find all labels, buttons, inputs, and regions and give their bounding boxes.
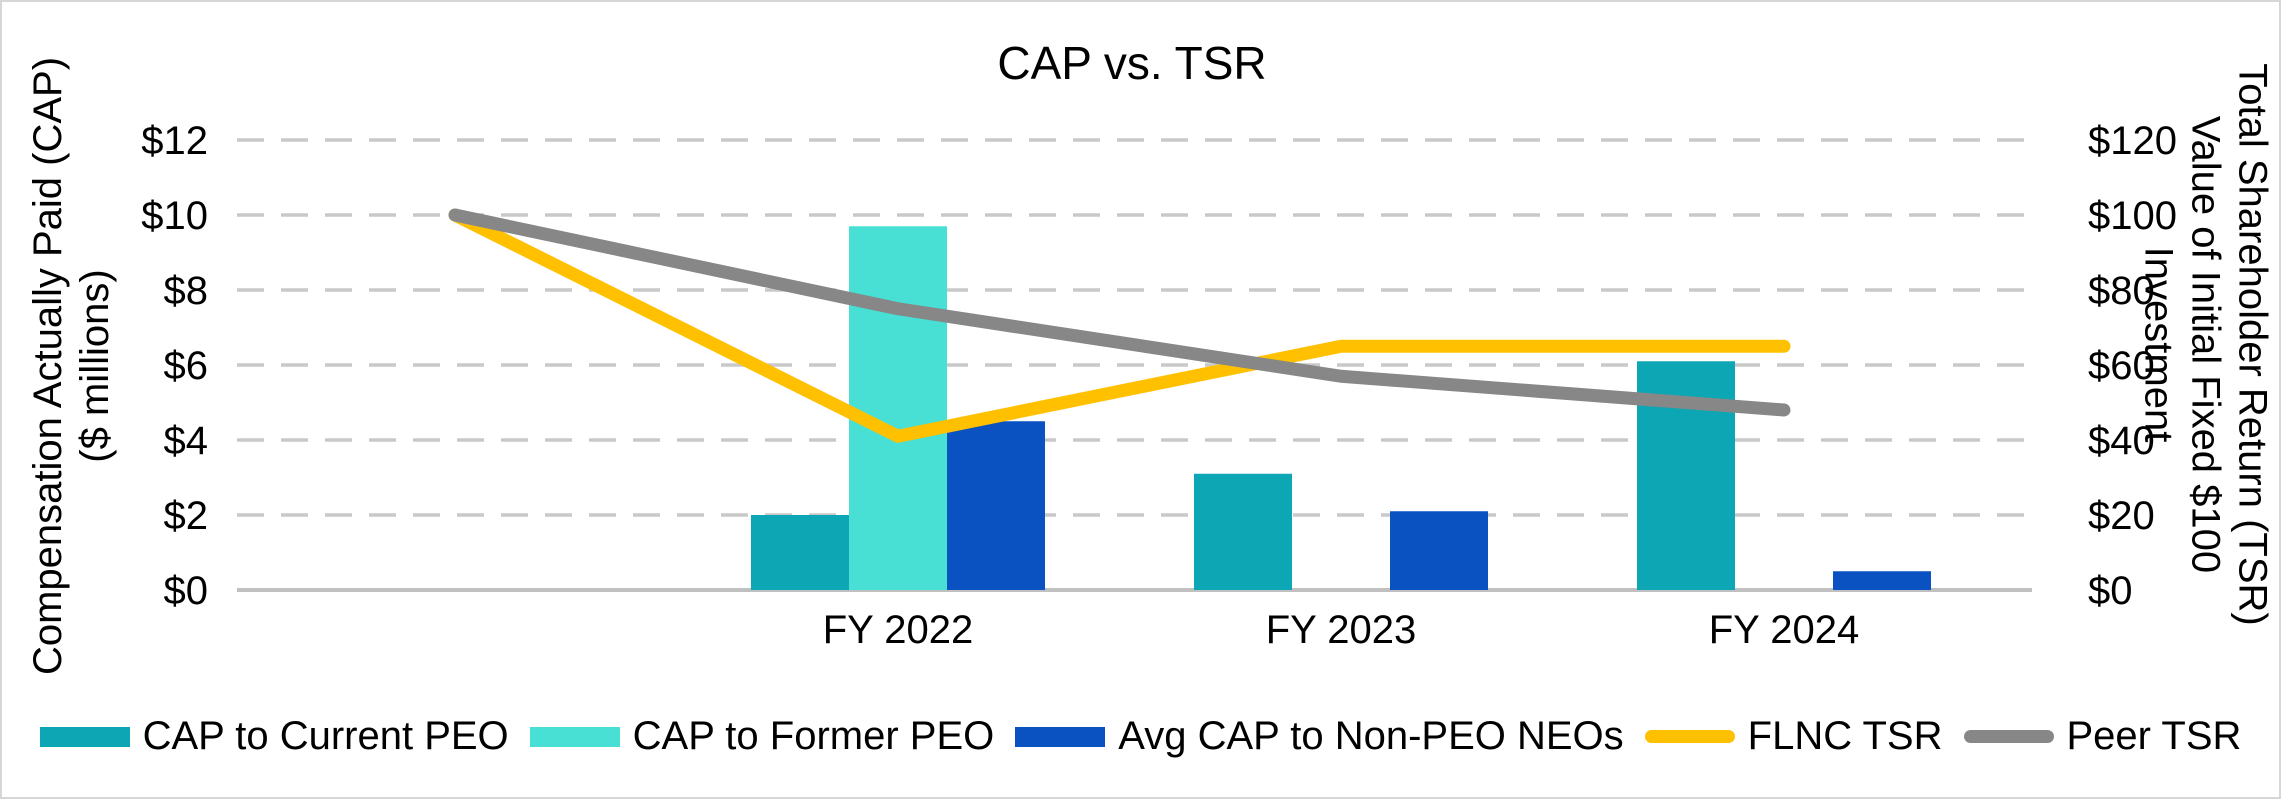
legend-label: CAP to Current PEO xyxy=(142,714,509,758)
bar-avg-cap-to-non-peo-neos xyxy=(947,421,1045,590)
chart-title: CAP vs. TSR xyxy=(997,37,1267,89)
left-axis-tick: $6 xyxy=(164,344,209,388)
legend-label: Peer TSR xyxy=(2066,714,2242,758)
legend-label: CAP to Former PEO xyxy=(632,714,995,758)
legend-item: CAP to Former PEO xyxy=(529,714,995,759)
x-axis-label: FY 2022 xyxy=(823,608,974,652)
line-peer-tsr xyxy=(448,208,1791,417)
legend-item: CAP to Current PEO xyxy=(39,714,509,759)
legend-label: Avg CAP to Non-PEO NEOs xyxy=(1118,714,1624,758)
line-flnc-tsr xyxy=(448,208,1791,443)
bar-avg-cap-to-non-peo-neos xyxy=(1833,571,1931,590)
right-axis-tick: $100 xyxy=(2088,194,2177,238)
legend-swatch-cap-to-former-peo xyxy=(529,726,620,747)
legend-line-swatch-flnc-tsr xyxy=(1644,730,1735,743)
left-axis-tick: $2 xyxy=(164,494,209,538)
legend-item: FLNC TSR xyxy=(1644,714,1943,759)
bar-cap-to-former-peo xyxy=(849,226,947,590)
bar-cap-to-current-peo xyxy=(751,515,849,590)
right-axis-tick: $60 xyxy=(2088,344,2155,388)
bar-avg-cap-to-non-peo-neos xyxy=(1390,511,1488,590)
legend-item: Peer TSR xyxy=(1963,714,2242,759)
right-axis-tick: $20 xyxy=(2088,494,2155,538)
left-axis-tick: $4 xyxy=(164,419,209,463)
right-axis-tick: $80 xyxy=(2088,269,2155,313)
right-axis-tick: $120 xyxy=(2088,119,2177,163)
left-axis-tick: $8 xyxy=(164,269,209,313)
left-axis-tick: $0 xyxy=(164,569,209,613)
x-axis-label: FY 2024 xyxy=(1709,608,1860,652)
x-axis-label: FY 2023 xyxy=(1266,608,1417,652)
left-axis-tick: $12 xyxy=(141,119,208,163)
legend-swatch-avg-cap-to-non-peo-neos xyxy=(1015,726,1106,747)
legend-item: Avg CAP to Non-PEO NEOs xyxy=(1015,714,1624,759)
bar-cap-to-current-peo xyxy=(1194,473,1292,590)
legend-label: FLNC TSR xyxy=(1747,714,1943,758)
legend-swatch-cap-to-current-peo xyxy=(39,726,130,747)
right-axis-tick: $40 xyxy=(2088,419,2155,463)
right-axis-tick: $0 xyxy=(2088,569,2133,613)
legend-line-swatch-peer-tsr xyxy=(1963,730,2054,743)
left-axis-tick: $10 xyxy=(141,194,208,238)
legend: CAP to Current PEO CAP to Former PEO Avg C… xyxy=(2,714,2279,759)
